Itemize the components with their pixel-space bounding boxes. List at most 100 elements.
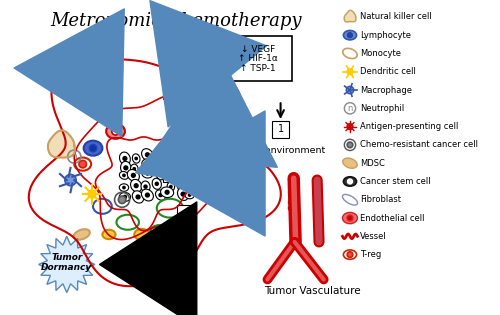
Circle shape — [292, 211, 297, 216]
Ellipse shape — [120, 184, 128, 191]
Ellipse shape — [132, 191, 144, 203]
Ellipse shape — [153, 161, 164, 169]
Circle shape — [288, 200, 293, 205]
Ellipse shape — [186, 180, 194, 188]
Ellipse shape — [141, 181, 150, 192]
Ellipse shape — [178, 188, 188, 200]
Circle shape — [122, 186, 126, 189]
Circle shape — [123, 165, 128, 170]
Circle shape — [347, 142, 353, 148]
Ellipse shape — [120, 192, 130, 201]
Ellipse shape — [190, 171, 198, 180]
Text: T-reg: T-reg — [360, 250, 382, 259]
Ellipse shape — [346, 86, 354, 94]
Polygon shape — [38, 236, 95, 293]
Text: Endothelial cell: Endothelial cell — [360, 214, 425, 222]
Circle shape — [180, 184, 186, 189]
Text: Natural killer cell: Natural killer cell — [360, 12, 432, 21]
Ellipse shape — [342, 212, 357, 224]
Circle shape — [122, 195, 127, 199]
Text: 4: 4 — [98, 86, 103, 96]
Circle shape — [348, 33, 352, 37]
Ellipse shape — [177, 181, 189, 192]
Ellipse shape — [120, 171, 128, 179]
Ellipse shape — [342, 158, 357, 168]
Ellipse shape — [166, 163, 176, 173]
Ellipse shape — [65, 175, 76, 186]
Text: Monocyte: Monocyte — [360, 49, 402, 58]
Circle shape — [347, 69, 353, 75]
Text: 3: 3 — [168, 169, 175, 179]
FancyBboxPatch shape — [230, 36, 292, 81]
Ellipse shape — [130, 180, 141, 192]
Ellipse shape — [84, 141, 102, 156]
Ellipse shape — [142, 159, 155, 169]
Text: Chemo-resistant cancer cell: Chemo-resistant cancer cell — [360, 140, 478, 149]
Ellipse shape — [142, 239, 159, 252]
Ellipse shape — [164, 169, 172, 178]
Ellipse shape — [180, 115, 202, 132]
Ellipse shape — [134, 229, 150, 240]
Circle shape — [112, 128, 120, 135]
Ellipse shape — [102, 230, 116, 239]
Circle shape — [292, 228, 297, 233]
Circle shape — [164, 190, 170, 195]
Circle shape — [176, 164, 180, 168]
Text: 1: 1 — [183, 209, 189, 219]
Text: ↑ HIF-1α: ↑ HIF-1α — [238, 54, 278, 63]
Circle shape — [136, 194, 140, 200]
Ellipse shape — [156, 190, 166, 200]
Ellipse shape — [106, 124, 125, 139]
Circle shape — [158, 172, 163, 177]
Ellipse shape — [167, 182, 174, 191]
Ellipse shape — [120, 161, 131, 175]
Circle shape — [170, 156, 173, 159]
Circle shape — [294, 223, 299, 227]
Text: Cancer stem cell: Cancer stem cell — [360, 177, 431, 186]
Circle shape — [347, 215, 353, 221]
Circle shape — [144, 184, 148, 189]
Circle shape — [168, 166, 173, 170]
Text: Macrophage: Macrophage — [360, 86, 412, 94]
Ellipse shape — [155, 151, 164, 162]
Circle shape — [192, 174, 196, 177]
Circle shape — [130, 173, 136, 178]
Circle shape — [158, 193, 163, 197]
Circle shape — [188, 182, 192, 186]
Circle shape — [118, 196, 126, 203]
Circle shape — [145, 192, 150, 198]
FancyBboxPatch shape — [164, 83, 180, 100]
Text: Antigen-presenting cell: Antigen-presenting cell — [360, 122, 458, 131]
FancyBboxPatch shape — [164, 165, 180, 182]
Text: Fibroblast: Fibroblast — [360, 195, 402, 204]
Ellipse shape — [130, 164, 138, 174]
Circle shape — [290, 183, 294, 188]
Text: Tumor Vasculature: Tumor Vasculature — [264, 286, 361, 296]
Ellipse shape — [174, 162, 182, 170]
Circle shape — [154, 181, 159, 186]
Circle shape — [348, 179, 352, 184]
FancyBboxPatch shape — [92, 83, 109, 100]
Circle shape — [122, 174, 126, 177]
Circle shape — [134, 157, 138, 160]
Text: Tumor Microenvironment: Tumor Microenvironment — [208, 146, 326, 155]
Circle shape — [169, 185, 172, 188]
Text: Dendritic cell: Dendritic cell — [360, 67, 416, 76]
Polygon shape — [48, 130, 75, 158]
Ellipse shape — [142, 169, 153, 178]
Text: Vessel: Vessel — [360, 232, 387, 241]
Ellipse shape — [132, 154, 140, 163]
Circle shape — [156, 163, 161, 167]
Ellipse shape — [142, 149, 153, 161]
Text: 2: 2 — [168, 86, 175, 96]
Ellipse shape — [90, 144, 97, 152]
Circle shape — [204, 182, 211, 189]
FancyBboxPatch shape — [272, 121, 289, 138]
Circle shape — [292, 195, 296, 199]
Text: n: n — [72, 152, 77, 161]
Circle shape — [88, 190, 96, 198]
Text: Metronomic Chemotherapy: Metronomic Chemotherapy — [50, 12, 302, 30]
Circle shape — [146, 162, 151, 167]
Circle shape — [347, 252, 353, 257]
Ellipse shape — [188, 159, 195, 169]
